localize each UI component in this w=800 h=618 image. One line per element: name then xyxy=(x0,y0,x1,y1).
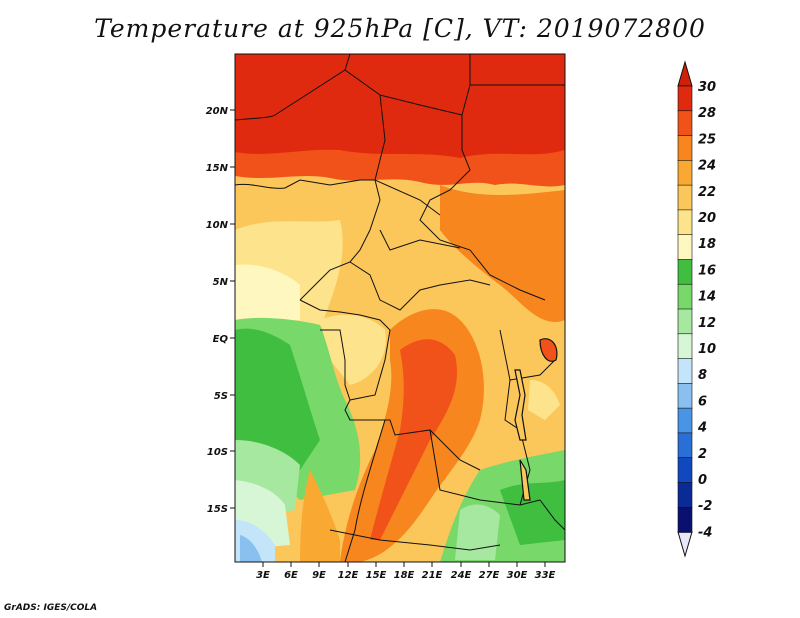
colorbar-swatch xyxy=(677,135,693,162)
colorbar-label: 12 xyxy=(698,316,716,331)
colorbar-label: 8 xyxy=(698,368,707,383)
map-title: Temperature at 925hPa [C], VT: 201907280… xyxy=(94,14,706,43)
colorbar-swatch xyxy=(677,383,693,409)
country-borders xyxy=(235,54,565,562)
colorbar-label: 18 xyxy=(698,237,716,252)
colorbar-swatch xyxy=(677,283,693,310)
lon-label-15e: 15E xyxy=(366,570,387,581)
colorbar-swatch xyxy=(677,160,693,186)
colorbar-label: 28 xyxy=(698,106,716,121)
colorbar-label: 2 xyxy=(698,447,707,462)
longitude-axis: 3E 6E 9E 12E 15E 18E 21E 24E 27E 30E 33E xyxy=(256,562,556,581)
colorbar-label: 10 xyxy=(698,342,716,357)
colorbar-label: 20 xyxy=(698,211,716,226)
lat-label-eq: EQ xyxy=(213,334,229,345)
latitude-axis: 20N 15N 10N 5N EQ 5S 10S 15S xyxy=(206,106,235,515)
colorbar-swatch xyxy=(677,110,693,137)
colorbar-label: 22 xyxy=(698,185,716,200)
lon-label-12e: 12E xyxy=(338,570,359,581)
colorbar-bottom-arrow xyxy=(677,531,693,558)
colorbar-label: 24 xyxy=(698,159,716,174)
lat-label-10n: 10N xyxy=(206,220,229,231)
lat-label-5s: 5S xyxy=(214,391,228,402)
colorbar-swatch xyxy=(677,234,693,261)
lon-label-9e: 9E xyxy=(312,570,326,581)
colorbar-swatch xyxy=(677,432,693,459)
colorbar-label: 16 xyxy=(698,263,716,278)
colorbar-swatch xyxy=(677,506,693,533)
colorbar-swatch xyxy=(677,184,693,211)
colorbar-swatch xyxy=(677,85,693,112)
lakes xyxy=(514,338,558,501)
colorbar-label: 30 xyxy=(698,80,716,95)
colorbar-label: 6 xyxy=(698,394,707,409)
colorbar-swatch xyxy=(677,358,693,385)
lon-label-3e: 3E xyxy=(256,570,270,581)
lat-label-20n: 20N xyxy=(206,106,229,117)
temperature-field xyxy=(235,54,565,562)
colorbar-label: 25 xyxy=(698,132,716,147)
lon-label-18e: 18E xyxy=(394,570,415,581)
lat-label-10s: 10S xyxy=(207,447,228,458)
colorbar-label: 14 xyxy=(698,290,716,305)
lon-label-33e: 33E xyxy=(535,570,556,581)
lat-label-15n: 15N xyxy=(206,163,229,174)
lon-label-30e: 30E xyxy=(507,570,528,581)
lon-label-24e: 24E xyxy=(451,570,472,581)
colorbar-swatch xyxy=(677,333,693,360)
colorbar-swatch xyxy=(677,482,693,509)
colorbar-label: 0 xyxy=(698,473,707,488)
colorbar-label: -2 xyxy=(698,499,712,514)
colorbar-label: -4 xyxy=(698,525,712,540)
lon-label-27e: 27E xyxy=(479,570,500,581)
map-frame xyxy=(234,53,566,563)
grads-credit: GrADS: IGES/COLA xyxy=(4,603,98,613)
lat-label-5n: 5N xyxy=(213,277,229,288)
lon-label-21e: 21E xyxy=(422,570,443,581)
colorbar-swatch xyxy=(677,308,693,335)
lat-label-15s: 15S xyxy=(207,504,228,515)
lon-label-6e: 6E xyxy=(284,570,298,581)
colorbar-swatch xyxy=(677,407,693,434)
colorbar-swatch xyxy=(677,259,693,286)
colorbar-top-arrow xyxy=(677,60,693,87)
colorbar-label: 4 xyxy=(697,421,707,436)
colorbar-swatch xyxy=(677,457,693,484)
colorbar-swatch xyxy=(677,209,693,236)
